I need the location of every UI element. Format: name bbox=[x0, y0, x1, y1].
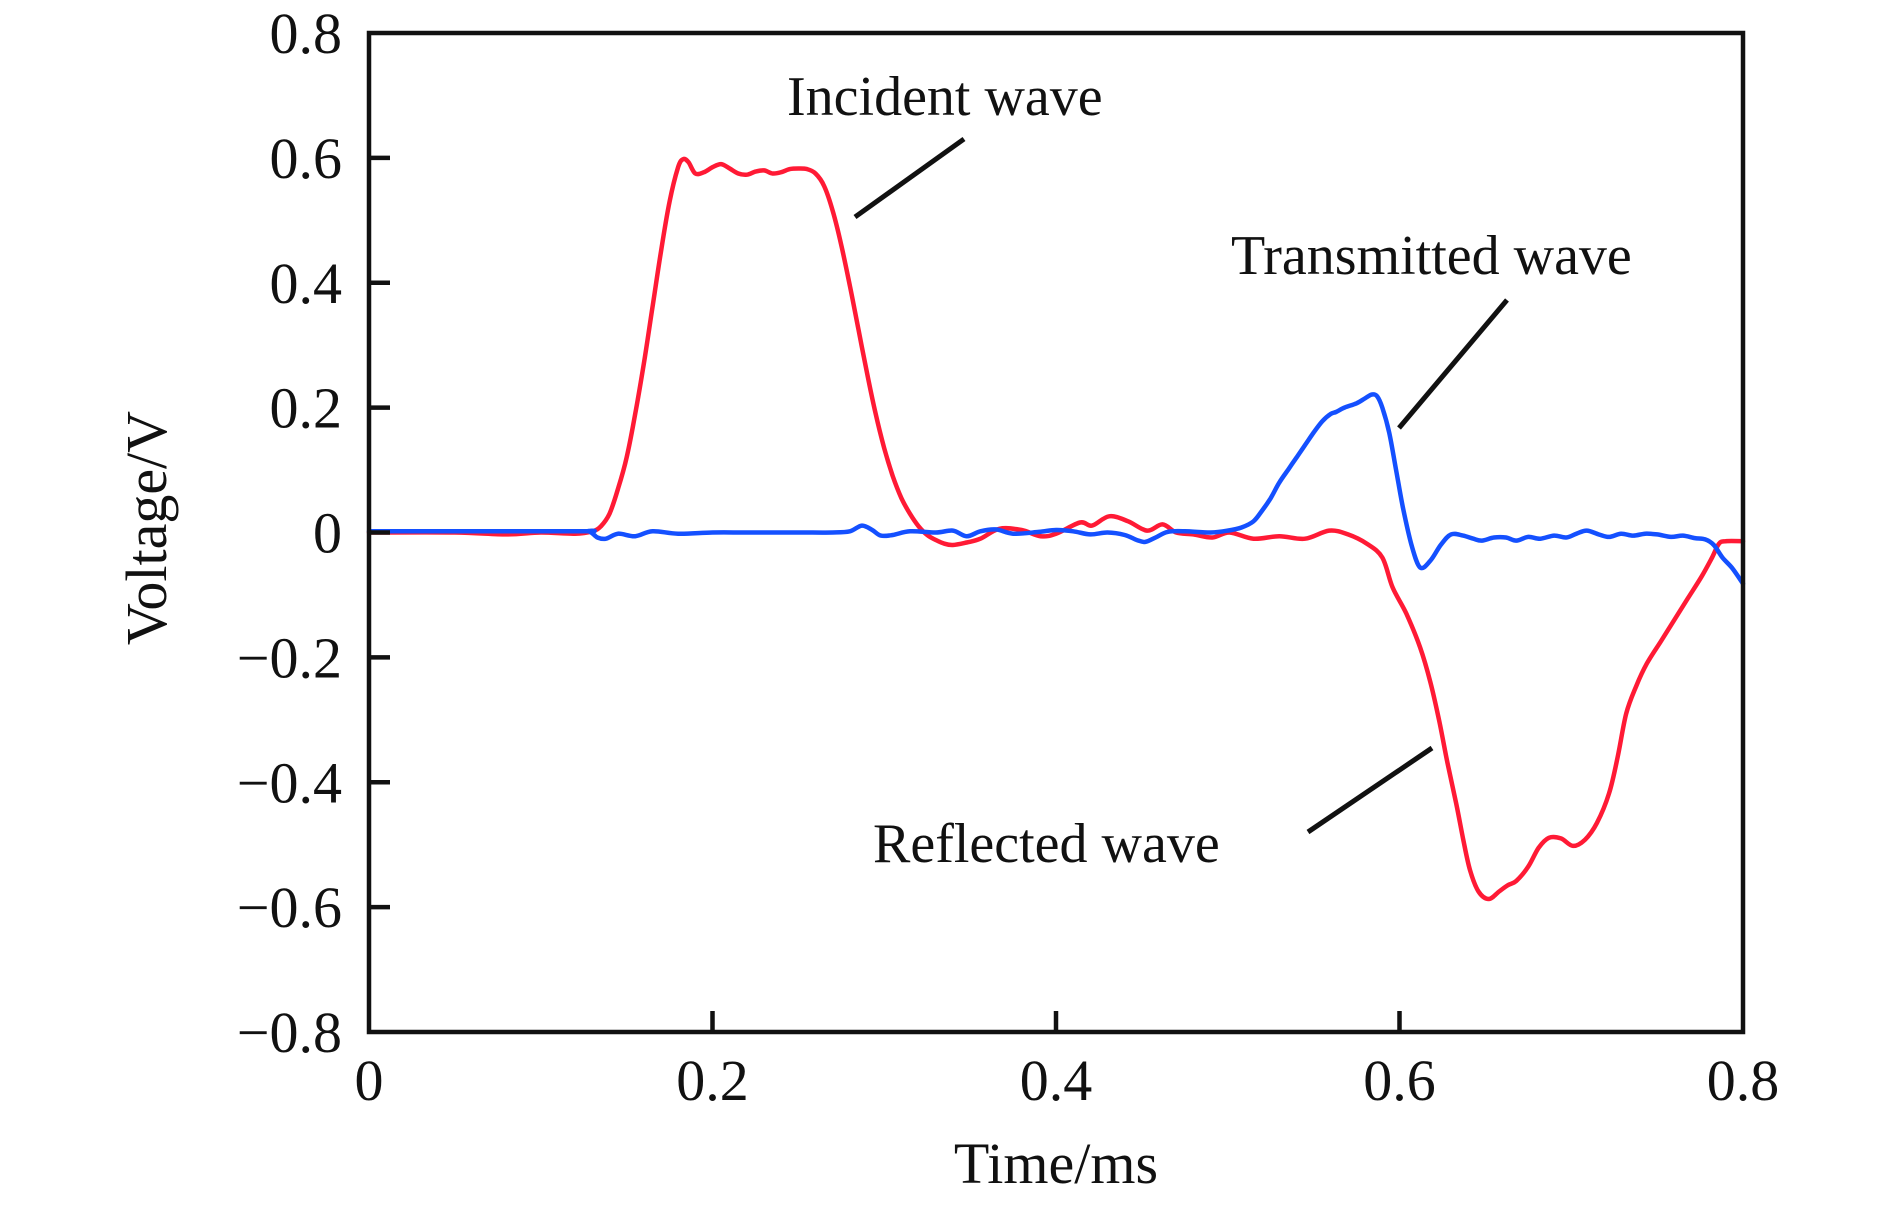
series-line-transmitted-wave bbox=[366, 392, 1746, 586]
leader-line-reflected bbox=[1306, 745, 1434, 835]
x-tick-label: 0.8 bbox=[1707, 1048, 1780, 1113]
leader-line-transmitted bbox=[1397, 298, 1509, 430]
annotation-transmitted-wave: Transmitted wave bbox=[1231, 225, 1632, 287]
leader-line-incident bbox=[853, 136, 966, 220]
y-tick-label: 0.2 bbox=[270, 376, 343, 441]
y-tick-label: 0.8 bbox=[270, 1, 343, 66]
annotation-incident-wave: Incident wave bbox=[787, 66, 1103, 128]
x-tick-label: 0.2 bbox=[676, 1048, 749, 1113]
y-tick-label: 0.4 bbox=[270, 251, 343, 316]
series-layer bbox=[366, 156, 1746, 902]
x-tick-label: 0 bbox=[355, 1048, 384, 1113]
x-axis-title: Time/ms bbox=[954, 1131, 1158, 1196]
annotation-reflected-wave: Reflected wave bbox=[873, 813, 1220, 875]
y-tick-label: 0.6 bbox=[270, 126, 343, 191]
y-tick-label: −0.2 bbox=[237, 625, 342, 690]
y-tick-label: 0 bbox=[313, 501, 342, 566]
y-tick-label: −0.8 bbox=[237, 1000, 342, 1065]
y-axis-title: Voltage/V bbox=[114, 411, 179, 645]
y-tick-label: −0.6 bbox=[237, 875, 342, 940]
x-tick-label: 0.6 bbox=[1363, 1048, 1436, 1113]
ticks-layer: 0.80.60.40.20−0.2−0.4−0.6−0.80 0.2 0.4 0.6 0… bbox=[237, 1, 1779, 1113]
y-tick-label: −0.4 bbox=[237, 750, 342, 815]
x-tick-label: 0.4 bbox=[1020, 1048, 1093, 1113]
